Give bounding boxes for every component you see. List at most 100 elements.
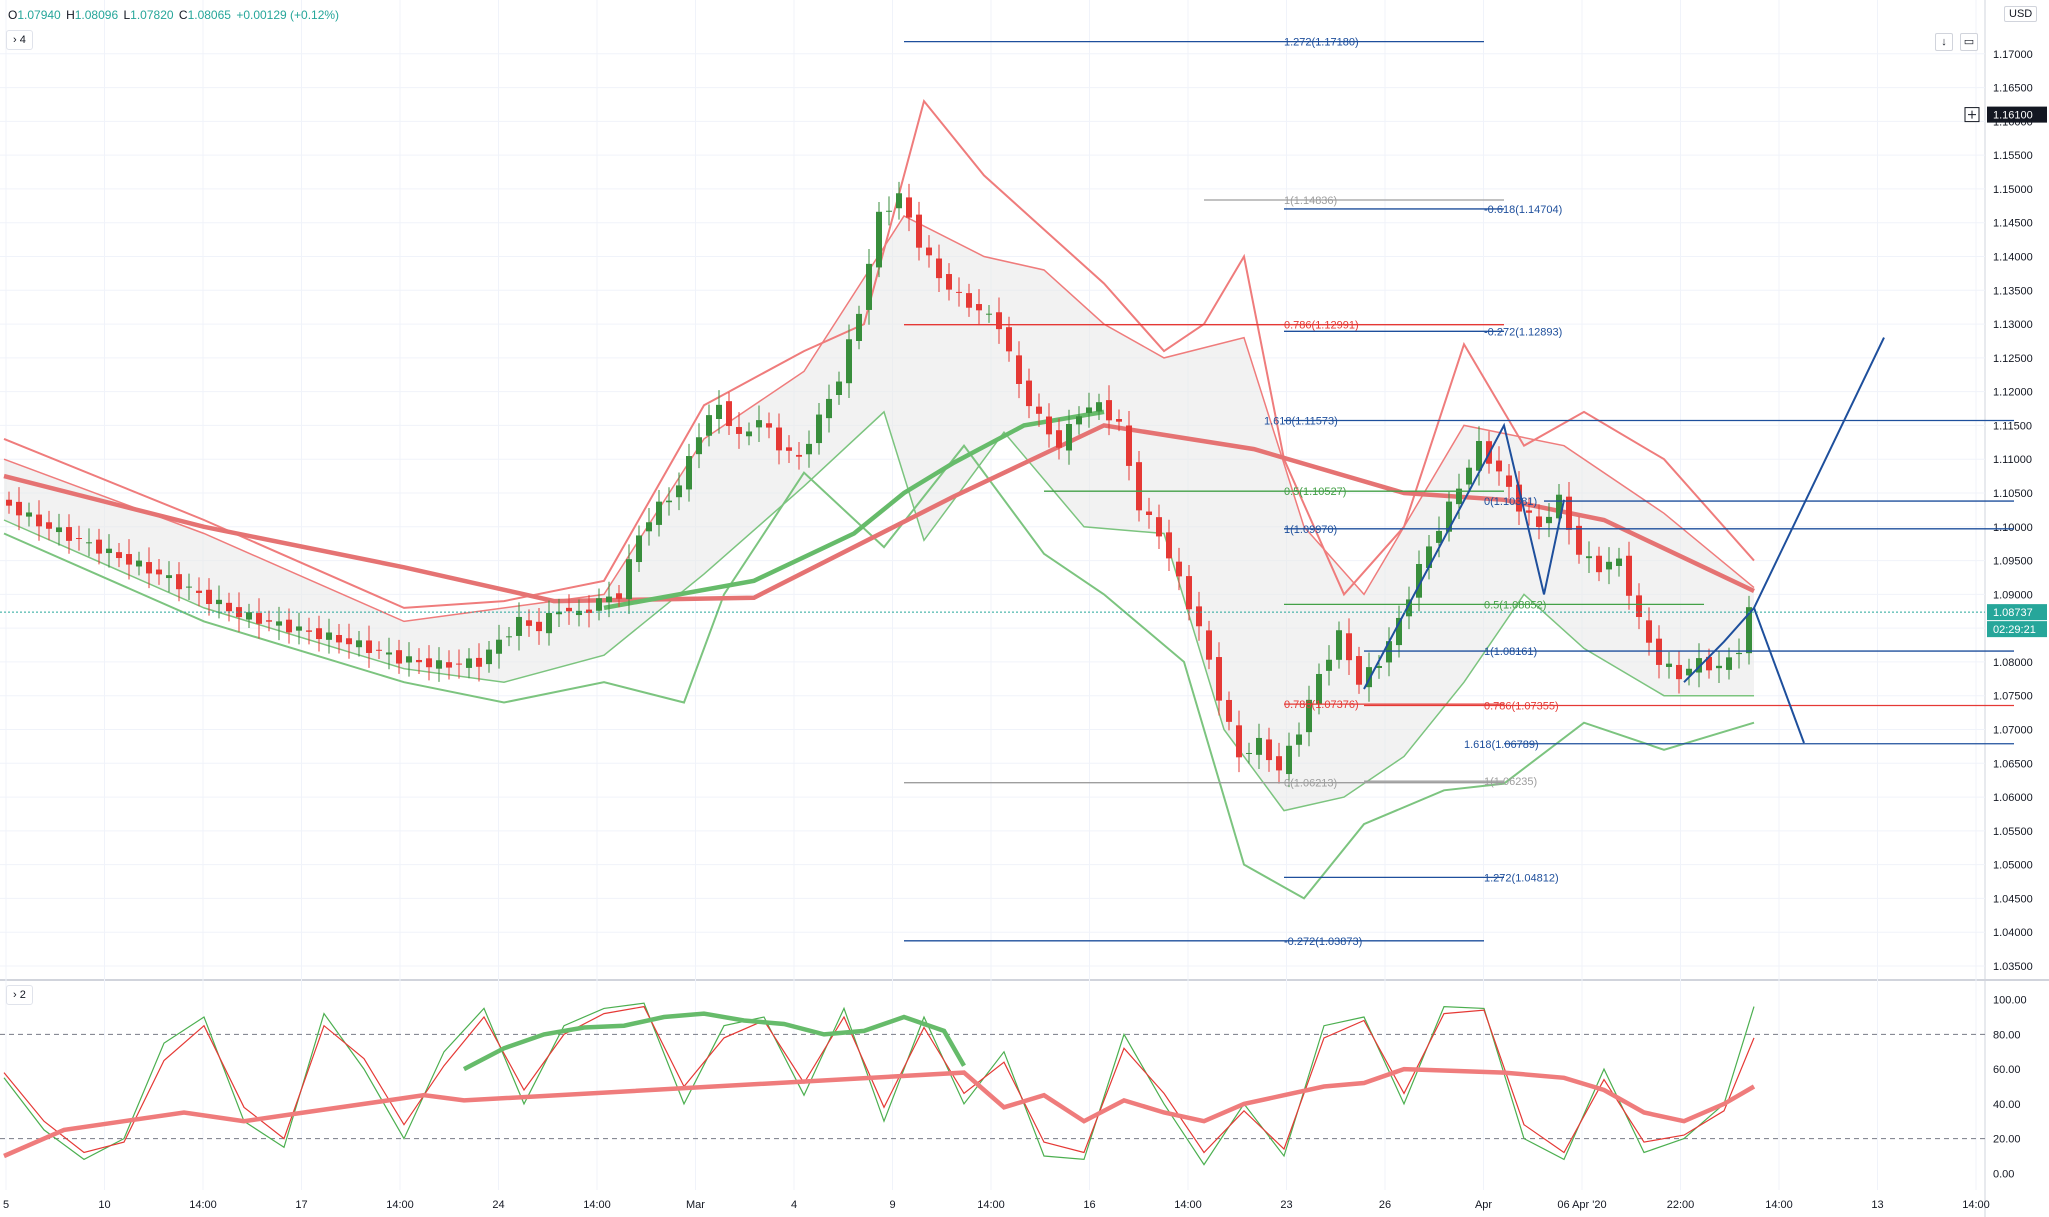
fib-level-label: -0.618(1.14704): [1484, 204, 1562, 216]
candle-body: [1186, 576, 1192, 610]
candle-body: [1746, 607, 1752, 654]
candle-body: [566, 607, 572, 612]
fib-level-label: -0.272(1.03873): [1284, 936, 1362, 948]
candle-body: [1466, 467, 1472, 485]
candle-body: [1236, 725, 1242, 758]
osc-slow-line: [3, 1005, 1755, 1154]
slow-red-ma: [3, 423, 1755, 604]
fib-level-label: 1.618(1.06789): [1464, 739, 1539, 751]
candle-body: [1576, 525, 1582, 555]
candle-body: [1246, 752, 1252, 754]
candle-body: [1206, 630, 1212, 660]
candle-body: [696, 437, 702, 455]
time-tick-label: 14:00: [1765, 1199, 1793, 1211]
candle-body: [1606, 561, 1612, 570]
candle-body: [956, 291, 962, 293]
time-tick-label: 14:00: [1962, 1199, 1990, 1211]
candle-body: [1286, 745, 1292, 775]
candle-body: [186, 586, 192, 588]
candle-body: [1676, 664, 1682, 680]
fib-level-label: 0(1.10381): [1484, 496, 1537, 508]
candle-body: [486, 649, 492, 665]
candles-group: [6, 181, 1752, 788]
candle-body: [666, 500, 672, 503]
candle-body: [1196, 606, 1202, 627]
price-tick-label: 1.12500: [1993, 353, 2033, 365]
candle-body: [1076, 416, 1082, 425]
projection-line: [1753, 607, 1805, 744]
candle-body: [76, 538, 82, 540]
candle-body: [96, 539, 102, 554]
candle-body: [1726, 657, 1732, 670]
osc-tick-label: 40.00: [1993, 1099, 2021, 1111]
price-tick-label: 1.07000: [1993, 725, 2033, 737]
price-tick-label: 1.15500: [1993, 150, 2033, 162]
candle-body: [1646, 620, 1652, 643]
candle-body: [406, 656, 412, 663]
candle-body: [456, 663, 462, 665]
candle-body: [166, 575, 172, 579]
candle-body: [516, 616, 522, 636]
outer-upper-band: [3, 98, 1755, 609]
candle-body: [1446, 501, 1452, 532]
candle-body: [986, 313, 992, 315]
low-value: 1.07820: [130, 8, 174, 22]
candle-body: [356, 640, 362, 648]
scroll-down-icon[interactable]: ↓: [1935, 33, 1953, 51]
candle-body: [296, 626, 302, 631]
price-tick-label: 1.13000: [1993, 319, 2033, 331]
candle-body: [36, 514, 42, 527]
candle-body: [1396, 617, 1402, 646]
candle-body: [476, 657, 482, 667]
chevron-right-icon: ›: [13, 34, 17, 46]
currency-label[interactable]: USD: [2004, 6, 2038, 22]
maximize-pane-icon[interactable]: ▭: [1960, 33, 1978, 51]
candle-body: [1066, 424, 1072, 451]
candle-body: [876, 211, 882, 268]
price-tick-label: 1.05000: [1993, 860, 2033, 872]
candle-body: [66, 527, 72, 541]
candle-body: [1696, 658, 1702, 673]
ohlc-legend: O1.07940 H1.08096 L1.07820 C1.08065 +0.0…: [8, 8, 341, 22]
crosshair-price-tag: [1987, 106, 2047, 123]
candle-body: [576, 610, 582, 616]
candle-body: [1376, 666, 1382, 668]
time-tick-label: 14:00: [977, 1199, 1005, 1211]
time-tick-label: 9: [889, 1199, 895, 1211]
time-tick-label: 26: [1379, 1199, 1391, 1211]
fib-level-label: 0.786(1.07355): [1484, 701, 1559, 713]
candle-body: [1706, 656, 1712, 671]
plus-icon: [1968, 110, 1976, 119]
candle-body: [1436, 530, 1442, 543]
candle-body: [766, 423, 772, 428]
candle-body: [1366, 667, 1372, 688]
candle-body: [106, 548, 112, 554]
price-tick-label: 1.12000: [1993, 387, 2033, 399]
main-pane-collapse-button[interactable]: › 4: [6, 30, 33, 50]
inner-lower-band: [3, 410, 1754, 812]
osc-pane-collapse-button[interactable]: › 2: [6, 985, 33, 1005]
candle-body: [1736, 652, 1742, 655]
candle-body: [836, 381, 842, 395]
candle-body: [1356, 656, 1362, 685]
fib-level-label: 0.786(1.07376): [1284, 699, 1359, 711]
fib-level-label: 0(1.06213): [1284, 778, 1337, 790]
fib-level-label: 1.272(1.04812): [1484, 872, 1559, 884]
candle-body: [1426, 546, 1432, 568]
price-tick-label: 1.07500: [1993, 691, 2033, 703]
crosshair-price-text: 1.16100: [1993, 110, 2033, 122]
candle-body: [616, 593, 622, 599]
candle-body: [1126, 425, 1132, 466]
candle-body: [1506, 475, 1512, 487]
candle-body: [176, 574, 182, 590]
candle-body: [146, 562, 152, 574]
time-tick-label: 17: [295, 1199, 307, 1211]
candle-body: [586, 609, 592, 613]
time-tick-label: 14:00: [1174, 1199, 1202, 1211]
osc-tick-label: 20.00: [1993, 1134, 2021, 1146]
fib-level-label: 1(1.09970): [1284, 524, 1337, 536]
candle-body: [726, 401, 732, 427]
osc-thick-red: [3, 1066, 1756, 1159]
current-price-text: 1.08737: [1993, 607, 2033, 619]
